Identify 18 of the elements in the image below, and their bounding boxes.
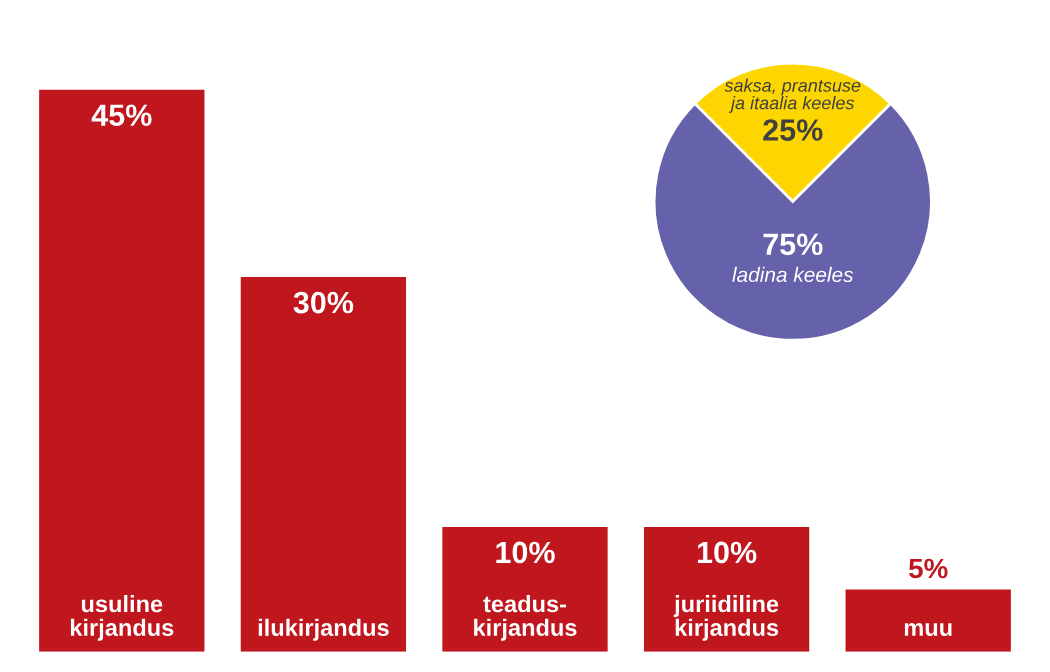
x-tick-label: juriidiline kirjandus [673, 595, 779, 641]
x-tick-label: usuline kirjandus [70, 595, 174, 641]
x-tick-label: ilukirjandus [258, 618, 389, 641]
x-tick-label: muu [904, 623, 952, 637]
bar [442, 526, 608, 652]
slice-label: saksa, prantsuse ja itaalia keeles [724, 78, 861, 113]
data-label: 10% [697, 541, 757, 564]
data-label: 5% [908, 558, 948, 579]
x-tick-label: teadus- kirjandus [474, 595, 577, 641]
data-label: 25% [763, 119, 823, 141]
data-label: 45% [91, 104, 152, 127]
data-label: 10% [496, 541, 555, 564]
bar [39, 89, 205, 652]
data-label: 30% [293, 291, 354, 314]
slice-label: ladina keeles [732, 266, 854, 283]
bar [845, 589, 1011, 652]
bar [240, 277, 407, 652]
data-label: 75% [763, 233, 823, 256]
